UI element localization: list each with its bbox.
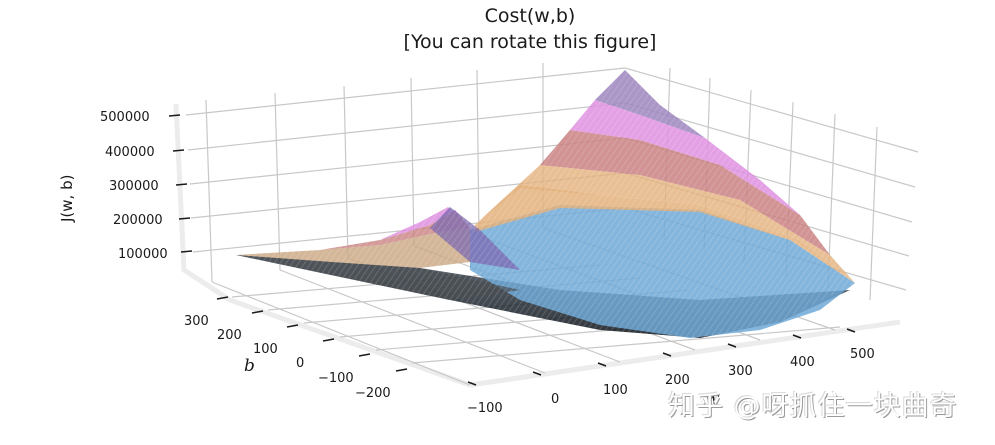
b-tick-neg100: −100 — [318, 371, 354, 386]
b-tick-neg200: −200 — [355, 386, 391, 401]
b-axis-label: b — [244, 356, 255, 376]
z-axis-label: J(w, b) — [58, 175, 76, 223]
b-tick-300: 300 — [184, 314, 209, 329]
watermark: 知乎 @呀抓住一块曲奇 — [668, 391, 958, 422]
w-tick-400: 400 — [790, 355, 815, 370]
w-tick-100: 100 — [603, 383, 628, 398]
b-ticks — [216, 296, 408, 372]
chart-subtitle: [You can rotate this figure] — [403, 31, 657, 53]
z-tick-100000: 100000 — [118, 247, 168, 262]
w-tick-labels: −100 0 100 200 300 400 500 — [467, 347, 875, 416]
z-ticks — [168, 114, 193, 253]
w-ticks — [467, 328, 856, 386]
w-tick-300: 300 — [728, 364, 753, 379]
b-tick-200: 200 — [217, 328, 242, 343]
w-tick-500: 500 — [850, 347, 875, 362]
surface[interactable] — [236, 70, 855, 338]
b-tick-0: 0 — [296, 356, 304, 371]
z-tick-labels: 500000 400000 300000 200000 100000 — [100, 110, 168, 262]
w-tick-200: 200 — [665, 373, 690, 388]
b-tick-100: 100 — [253, 342, 278, 357]
z-tick-300000: 300000 — [109, 179, 159, 194]
z-tick-200000: 200000 — [113, 213, 163, 228]
surface-mesh — [236, 70, 855, 338]
w-tick-0: 0 — [551, 392, 559, 407]
b-tick-labels: 300 200 100 0 −100 −200 — [184, 314, 391, 401]
z-tick-400000: 400000 — [105, 145, 155, 160]
w-tick-neg100: −100 — [467, 401, 503, 416]
w-axis-label: w — [705, 389, 720, 409]
pane-edges — [173, 103, 901, 388]
z-tick-500000: 500000 — [100, 110, 150, 125]
chart-title: Cost(w,b) — [484, 5, 576, 27]
